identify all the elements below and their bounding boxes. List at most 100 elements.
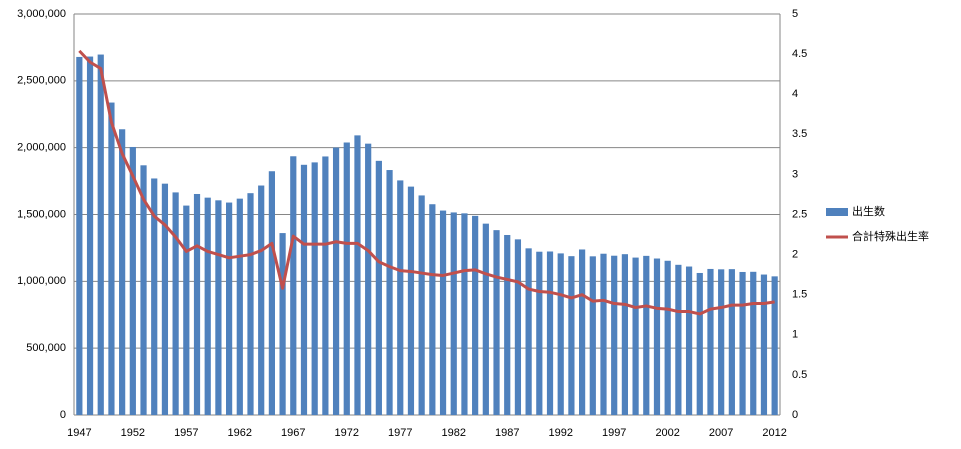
y2-tick-label: 4 bbox=[792, 88, 798, 100]
bar bbox=[204, 197, 211, 415]
x-tick-label: 2012 bbox=[762, 427, 786, 439]
bar bbox=[354, 135, 361, 415]
bar bbox=[600, 253, 607, 415]
y2-tick-label: 3.5 bbox=[792, 128, 807, 140]
y2-tick-label: 4.5 bbox=[792, 48, 807, 60]
bar bbox=[161, 183, 169, 415]
x-tick-label: 1997 bbox=[602, 427, 626, 439]
bar bbox=[140, 165, 147, 415]
x-tick-label: 1972 bbox=[335, 427, 359, 439]
bar bbox=[493, 230, 500, 415]
y2-tick-label: 0 bbox=[792, 409, 798, 421]
bar bbox=[279, 233, 286, 415]
bar bbox=[193, 193, 201, 415]
x-tick-label: 1967 bbox=[281, 427, 305, 439]
y-tick-label: 0 bbox=[60, 409, 66, 421]
y2-tick-label: 1 bbox=[792, 329, 798, 341]
y2-tick-label: 2.5 bbox=[792, 208, 807, 220]
bar bbox=[86, 56, 94, 415]
x-tick-label: 1947 bbox=[67, 427, 91, 439]
bar bbox=[621, 254, 628, 415]
y2-tick-label: 2 bbox=[792, 249, 798, 261]
y-tick-label: 2,000,000 bbox=[17, 142, 66, 154]
x-tick-label: 1952 bbox=[121, 427, 145, 439]
bar bbox=[675, 264, 682, 415]
bar bbox=[407, 186, 415, 415]
x-tick-label: 2007 bbox=[709, 427, 733, 439]
legend-label: 出生数 bbox=[852, 204, 885, 218]
bar bbox=[439, 210, 447, 415]
bar bbox=[579, 249, 586, 415]
legend-swatch bbox=[826, 208, 848, 216]
bar bbox=[718, 269, 725, 415]
bar bbox=[760, 274, 768, 415]
bar bbox=[76, 56, 83, 415]
bar bbox=[429, 204, 436, 415]
bar bbox=[750, 271, 757, 415]
bar bbox=[643, 255, 650, 415]
bar bbox=[236, 198, 243, 415]
line bbox=[78, 49, 775, 316]
bar bbox=[172, 192, 179, 415]
bar bbox=[611, 255, 618, 415]
bar bbox=[108, 102, 115, 416]
bar bbox=[386, 170, 393, 415]
bar bbox=[461, 213, 468, 415]
x-tick-label: 1957 bbox=[174, 427, 198, 439]
bar bbox=[119, 129, 126, 415]
bar bbox=[568, 256, 575, 415]
bar bbox=[514, 239, 522, 415]
bar bbox=[632, 257, 639, 415]
bar bbox=[332, 147, 340, 415]
bar bbox=[557, 253, 564, 415]
x-tick-label: 2002 bbox=[655, 427, 679, 439]
bar bbox=[343, 142, 350, 416]
y-tick-label: 2,500,000 bbox=[17, 75, 66, 87]
y2-tick-label: 3 bbox=[792, 168, 798, 180]
bar bbox=[771, 276, 778, 415]
bar bbox=[129, 146, 136, 415]
bar bbox=[97, 54, 104, 416]
bar bbox=[696, 272, 703, 415]
x-tick-label: 1977 bbox=[388, 427, 412, 439]
bar bbox=[247, 193, 254, 415]
bar bbox=[589, 256, 596, 415]
bar bbox=[525, 248, 532, 415]
x-tick-label: 1982 bbox=[442, 427, 466, 439]
y-tick-label: 1,500,000 bbox=[17, 208, 66, 220]
bar bbox=[472, 215, 479, 415]
bar bbox=[226, 202, 233, 415]
bar bbox=[300, 164, 308, 415]
bar bbox=[728, 269, 735, 415]
y2-tick-label: 1.5 bbox=[792, 289, 807, 301]
bar bbox=[685, 266, 693, 415]
bar bbox=[450, 212, 457, 415]
x-tick-label: 1992 bbox=[548, 427, 572, 439]
x-tick-label: 1987 bbox=[495, 427, 519, 439]
bar bbox=[418, 195, 425, 415]
bar bbox=[183, 205, 190, 415]
y-tick-label: 500,000 bbox=[26, 342, 66, 354]
bar bbox=[268, 171, 275, 415]
bar bbox=[664, 260, 671, 415]
y-tick-label: 3,000,000 bbox=[17, 8, 66, 20]
x-tick-label: 1962 bbox=[228, 427, 252, 439]
y-tick-label: 1,000,000 bbox=[17, 275, 66, 287]
legend-label: 合計特殊出生率 bbox=[852, 229, 929, 243]
bar bbox=[653, 258, 661, 415]
bar bbox=[258, 185, 265, 415]
bar bbox=[311, 162, 318, 415]
bar bbox=[482, 223, 489, 415]
y2-tick-label: 5 bbox=[792, 8, 798, 20]
bar bbox=[365, 143, 372, 415]
bar bbox=[397, 180, 404, 415]
bar bbox=[504, 234, 511, 415]
bar bbox=[290, 156, 297, 415]
bar bbox=[536, 251, 543, 415]
bar bbox=[215, 200, 222, 415]
bar bbox=[151, 178, 158, 415]
bar bbox=[707, 268, 714, 415]
bar bbox=[739, 271, 746, 415]
bar bbox=[546, 251, 554, 415]
